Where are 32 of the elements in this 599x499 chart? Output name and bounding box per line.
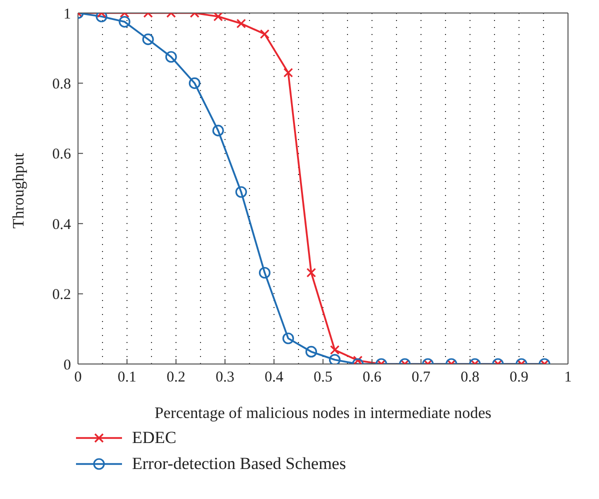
- y-tick-label: 0: [64, 357, 71, 374]
- point: [236, 18, 246, 28]
- point: [283, 68, 294, 78]
- y-tick-label: 0.4: [52, 216, 72, 233]
- point: [142, 34, 154, 46]
- x-tick-label: 0.9: [510, 370, 528, 386]
- y-axis-title: Throughput: [10, 152, 28, 228]
- y-tick-label: 0.6: [52, 146, 72, 163]
- x-tick-label: 0.2: [166, 370, 186, 386]
- point: [165, 51, 177, 63]
- point: [118, 16, 130, 28]
- x-tick-label: 0.5: [314, 370, 332, 386]
- x-tick-label: 0.1: [118, 370, 136, 386]
- legend-label: EDEC: [132, 428, 176, 448]
- x-tick-label: 0: [74, 370, 82, 386]
- legend-label: Error-detection Based Schemes: [132, 454, 346, 474]
- y-tick-label: 1: [64, 6, 71, 22]
- x-tick-label: 0.6: [362, 370, 382, 386]
- point: [260, 29, 270, 39]
- point: [188, 77, 200, 89]
- x-tick-label: 0.4: [264, 370, 284, 386]
- x-tick-label: 0.3: [216, 370, 234, 386]
- x-tick-label: 0.7: [412, 370, 431, 386]
- x-axis-title: Percentage of malicious nodes in intermediate nodes: [154, 405, 492, 422]
- point: [212, 124, 224, 136]
- y-tick-label: 0.8: [52, 76, 71, 93]
- point: [213, 13, 223, 22]
- y-tick-label: 0.2: [52, 287, 71, 304]
- x-tick-label: 0.8: [460, 370, 480, 386]
- x-tick-label: 1: [564, 370, 572, 386]
- point: [235, 186, 247, 198]
- point: [96, 13, 108, 22]
